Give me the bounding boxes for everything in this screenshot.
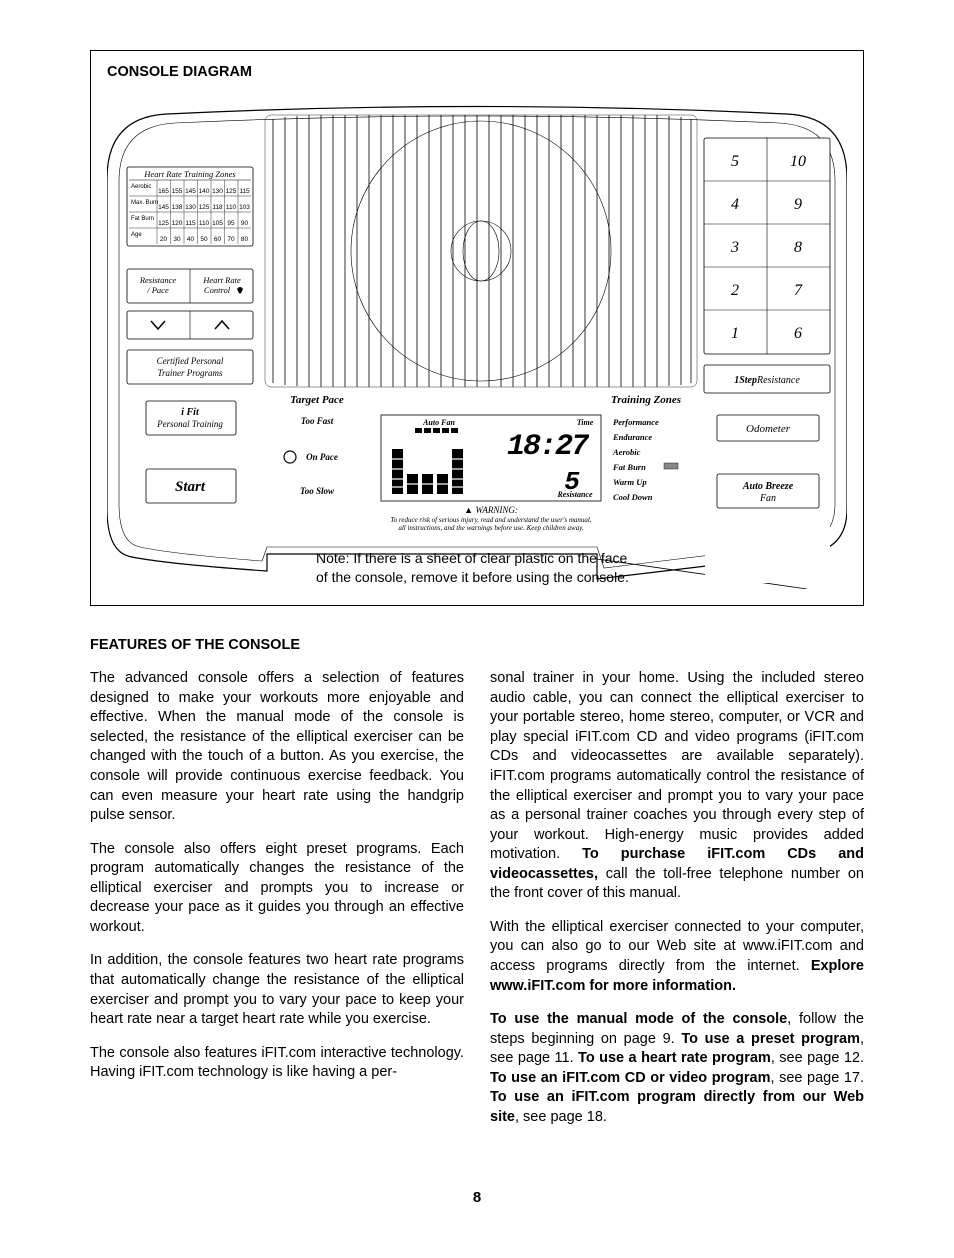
svg-text:On Pace: On Pace	[306, 452, 338, 462]
arrow-buttons	[127, 311, 253, 339]
page-number: 8	[90, 1188, 864, 1208]
display-panel: Target Pace Training Zones Too Fast On P…	[269, 389, 694, 537]
svg-text:18:27: 18:27	[507, 430, 590, 464]
svg-text:Target Pace: Target Pace	[290, 394, 344, 406]
svg-text:Personal Training: Personal Training	[156, 419, 223, 429]
svg-text:6: 6	[794, 325, 802, 342]
svg-text:103: 103	[239, 204, 250, 211]
svg-text:8: 8	[794, 239, 802, 256]
svg-text:130: 130	[212, 188, 223, 195]
svg-text:/ Pace: / Pace	[146, 285, 169, 295]
svg-text:120: 120	[172, 220, 183, 227]
features-p6: To use the manual mode of the console, f…	[490, 1010, 864, 1127]
svg-text:Aerobic: Aerobic	[612, 447, 641, 457]
svg-text:130: 130	[185, 204, 196, 211]
svg-text:110: 110	[226, 204, 237, 211]
fan-grille	[265, 115, 697, 387]
svg-text:Too Fast: Too Fast	[301, 416, 334, 426]
svg-text:Fat Burn: Fat Burn	[612, 462, 646, 472]
diagram-note: Note: If there is a sheet of clear plast…	[316, 549, 736, 587]
svg-text:5: 5	[731, 153, 739, 170]
svg-text:Odometer: Odometer	[746, 423, 791, 435]
svg-text:115: 115	[239, 188, 250, 195]
svg-text:30: 30	[173, 236, 181, 243]
features-p3: In addition, the console features two he…	[90, 951, 464, 1029]
svg-text:Too Slow: Too Slow	[300, 486, 335, 496]
svg-text:To reduce risk of serious inju: To reduce risk of serious injury, read a…	[390, 516, 591, 524]
features-p2: The console also offers eight preset pro…	[90, 840, 464, 938]
svg-text:Time: Time	[577, 418, 594, 427]
resistance-pace-hr-row: Resistance / Pace Heart Rate Control	[127, 269, 253, 303]
svg-text:4: 4	[731, 196, 739, 213]
console-diagram-section: CONSOLE DIAGRAM	[90, 50, 864, 606]
svg-text:7: 7	[794, 282, 803, 299]
features-section: FEATURES OF THE CONSOLE The advanced con…	[90, 636, 864, 1128]
svg-text:9: 9	[794, 196, 802, 213]
svg-text:125: 125	[158, 220, 169, 227]
svg-text:20: 20	[160, 236, 168, 243]
resistance-number-grid: 5 10 4 9 3 8 2 7 1 6	[704, 138, 830, 354]
svg-text:118: 118	[212, 204, 223, 211]
svg-text:145: 145	[158, 204, 169, 211]
svg-text:50: 50	[200, 236, 208, 243]
svg-text:Resistance: Resistance	[139, 275, 177, 285]
svg-text:1: 1	[731, 325, 739, 342]
features-p1: The advanced console offers a selection …	[90, 669, 464, 826]
svg-text:95: 95	[227, 220, 235, 227]
svg-text:165: 165	[158, 188, 169, 195]
svg-text:5: 5	[564, 467, 580, 497]
svg-text:Performance: Performance	[613, 417, 659, 427]
svg-text:1StepResistance: 1StepResistance	[734, 375, 800, 386]
svg-text:80: 80	[241, 236, 249, 243]
svg-text:Fat Burn: Fat Burn	[131, 216, 154, 222]
svg-text:115: 115	[185, 220, 196, 227]
svg-text:70: 70	[227, 236, 235, 243]
svg-text:125: 125	[199, 204, 210, 211]
features-p4a: The console also features iFIT.com inter…	[90, 1044, 464, 1083]
svg-text:155: 155	[172, 188, 183, 195]
svg-text:i Fit: i Fit	[181, 407, 200, 418]
svg-text:Certified Personal: Certified Personal	[157, 356, 224, 366]
svg-text:Max. Burn: Max. Burn	[131, 200, 158, 206]
svg-text:105: 105	[212, 220, 223, 227]
svg-text:Age: Age	[131, 232, 142, 238]
svg-text:40: 40	[187, 236, 195, 243]
console-diagram-svg: Heart Rate Training Zones Aerobic Max. B…	[107, 89, 847, 589]
svg-text:2: 2	[731, 282, 739, 299]
svg-text:90: 90	[241, 220, 249, 227]
svg-text:Aerobic: Aerobic	[131, 184, 151, 190]
svg-text:Start: Start	[175, 479, 206, 495]
features-heading: FEATURES OF THE CONSOLE	[90, 636, 864, 656]
svg-text:140: 140	[199, 188, 210, 195]
svg-text:all instructions, and the warn: all instructions, and the warnings befor…	[398, 524, 584, 532]
svg-text:60: 60	[214, 236, 222, 243]
svg-text:Training Zones: Training Zones	[611, 394, 681, 406]
hr-zones-table: Heart Rate Training Zones Aerobic Max. B…	[127, 167, 253, 246]
svg-text:Warm Up: Warm Up	[613, 477, 647, 487]
svg-text:Heart Rate Training Zones: Heart Rate Training Zones	[143, 169, 236, 179]
svg-text:138: 138	[172, 204, 183, 211]
svg-text:10: 10	[790, 153, 806, 170]
svg-text:Control: Control	[204, 285, 231, 295]
features-p5: With the elliptical exerciser connected …	[490, 918, 864, 996]
features-p4b: sonal trainer in your home. Using the in…	[490, 669, 864, 904]
svg-text:Trainer Programs: Trainer Programs	[158, 368, 223, 378]
svg-text:Endurance: Endurance	[612, 432, 652, 442]
svg-text:Cool Down: Cool Down	[613, 492, 653, 502]
svg-text:Fan: Fan	[759, 493, 776, 504]
svg-text:Auto Fan: Auto Fan	[422, 418, 455, 427]
svg-text:125: 125	[226, 188, 237, 195]
svg-text:3: 3	[730, 239, 739, 256]
svg-text:Auto Breeze: Auto Breeze	[742, 481, 794, 492]
svg-text:Heart Rate: Heart Rate	[202, 275, 241, 285]
svg-text:▲ WARNING:: ▲ WARNING:	[464, 505, 518, 515]
diagram-title: CONSOLE DIAGRAM	[107, 63, 847, 83]
svg-text:110: 110	[199, 220, 210, 227]
svg-text:145: 145	[185, 188, 196, 195]
